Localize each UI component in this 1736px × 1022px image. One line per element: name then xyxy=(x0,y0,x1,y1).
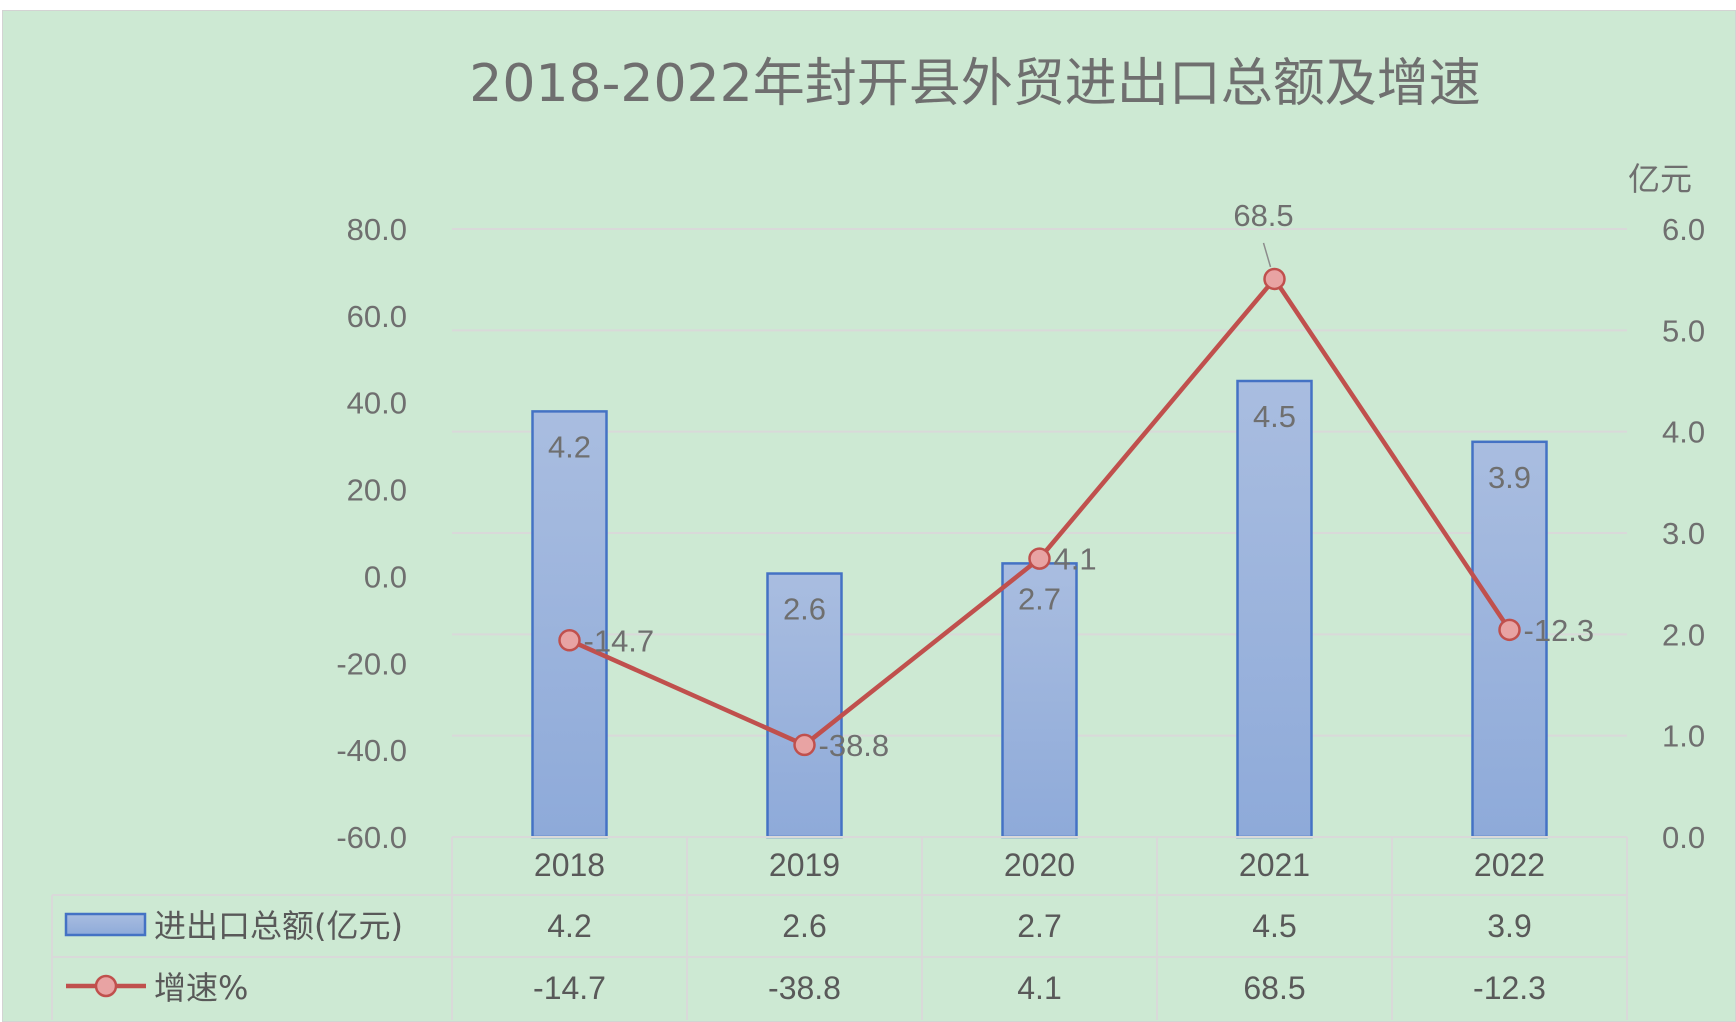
bar-data-label: 2.6 xyxy=(783,592,826,627)
right-axis-unit: 亿元 xyxy=(1628,160,1692,198)
right-axis-tick: 1.0 xyxy=(1662,719,1705,754)
growth-data-label: -38.8 xyxy=(819,728,890,763)
right-axis-tick: 3.0 xyxy=(1662,516,1705,551)
left-axis-tick: 0.0 xyxy=(364,559,407,594)
growth-marker-2018[interactable] xyxy=(558,629,581,652)
table-cell: 68.5 xyxy=(1243,970,1305,1006)
bar-legend-key xyxy=(64,912,147,937)
right-axis-tick: 6.0 xyxy=(1662,212,1705,247)
table-cell: 2.6 xyxy=(782,908,826,944)
line-legend-label: 增速% xyxy=(154,969,248,1007)
growth-data-label: 4.1 xyxy=(1054,542,1097,577)
table-cell: 4.1 xyxy=(1017,970,1061,1006)
table-cell: 3.9 xyxy=(1487,908,1531,944)
bar-data-label: 3.9 xyxy=(1488,460,1531,495)
bar-2020[interactable] xyxy=(1001,562,1078,839)
bar-2021[interactable] xyxy=(1236,379,1313,839)
left-axis-tick: 20.0 xyxy=(347,473,407,508)
bar-data-label: 2.7 xyxy=(1018,581,1061,616)
right-axis-tick: 2.0 xyxy=(1662,617,1705,652)
growth-marker-2022[interactable] xyxy=(1498,618,1521,642)
category-label: 2018 xyxy=(534,847,605,883)
growth-marker-2019[interactable] xyxy=(793,733,816,757)
chart-area xyxy=(2,10,1736,1022)
table-cell: 4.5 xyxy=(1252,908,1296,944)
category-label: 2019 xyxy=(769,847,840,883)
left-axis-tick: -20.0 xyxy=(336,646,407,681)
table-cell: -12.3 xyxy=(1473,970,1546,1006)
category-label: 2022 xyxy=(1474,847,1545,883)
table-cell: 2.7 xyxy=(1017,908,1061,944)
bar-2019[interactable] xyxy=(766,572,843,839)
table-cell: 4.2 xyxy=(547,908,591,944)
category-label: 2021 xyxy=(1239,847,1310,883)
growth-marker-2020[interactable] xyxy=(1028,547,1051,570)
right-axis-tick: 5.0 xyxy=(1662,313,1705,348)
right-axis-tick: 4.0 xyxy=(1662,415,1705,450)
bar-2018[interactable] xyxy=(531,410,608,839)
bar-data-label: 4.2 xyxy=(548,429,591,464)
left-axis-tick: 80.0 xyxy=(347,212,407,247)
left-axis-tick: 60.0 xyxy=(347,299,407,334)
left-axis-tick: -40.0 xyxy=(336,733,407,768)
growth-data-label: 68.5 xyxy=(1233,198,1293,233)
label-leader-line xyxy=(1262,242,1272,268)
growth-data-label: -12.3 xyxy=(1524,613,1595,648)
line-legend-marker xyxy=(94,974,118,998)
bar-legend-label: 进出口总额(亿元) xyxy=(154,907,403,945)
right-axis-tick: 0.0 xyxy=(1662,820,1705,855)
growth-data-label: -14.7 xyxy=(584,623,655,658)
category-label: 2020 xyxy=(1004,847,1075,883)
bar-data-label: 4.5 xyxy=(1253,399,1296,434)
left-axis-tick: 40.0 xyxy=(347,386,407,421)
table-cell: -14.7 xyxy=(533,970,606,1006)
chart-title: 2018-2022年封开县外贸进出口总额及增速 xyxy=(469,54,1480,114)
left-axis-tick: -60.0 xyxy=(336,820,407,855)
growth-marker-2021[interactable] xyxy=(1263,267,1286,291)
table-cell: -38.8 xyxy=(768,970,841,1006)
